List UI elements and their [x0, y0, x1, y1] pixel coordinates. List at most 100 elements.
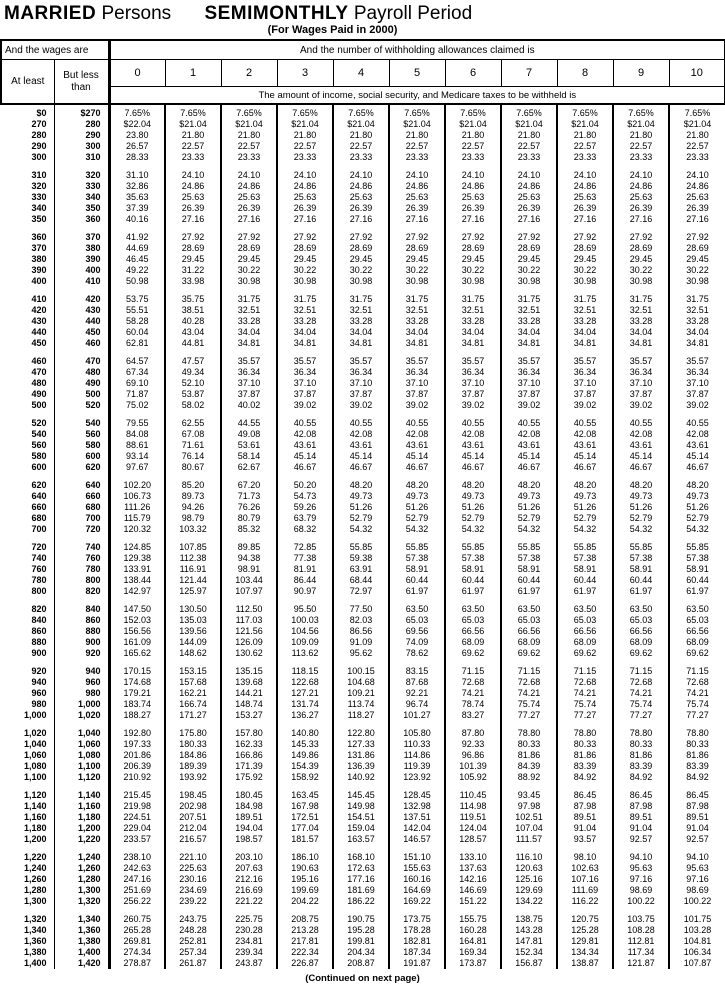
tax-amount-cell: 63.50 [501, 604, 559, 615]
tax-amount-cell: 112.38 [165, 553, 223, 564]
tax-amount-cell: 62.67 [221, 462, 279, 473]
tax-amount-cell: 69.10 [109, 378, 167, 389]
but-less-than-cell: 1,100 [54, 761, 111, 772]
tax-amount-cell: 77.50 [333, 604, 391, 615]
tax-amount-cell: 204.22 [277, 896, 335, 907]
tax-amount-cell: 207.63 [221, 863, 279, 874]
tax-amount-cell: 83.27 [445, 710, 503, 721]
tax-amount-cell: 181.69 [333, 885, 391, 896]
tax-amount-cell: 198.57 [221, 834, 279, 845]
at-least-cell: 1,180 [1, 823, 55, 834]
tax-amount-cell: 34.04 [277, 327, 335, 338]
at-least-cell: 1,100 [1, 772, 55, 783]
tax-amount-cell: 46.67 [333, 462, 391, 473]
at-least-cell: 1,380 [1, 947, 55, 958]
tax-amount-cell: 95.62 [333, 648, 391, 659]
tax-amount-cell: 84.92 [557, 772, 615, 783]
tax-amount-cell: 39.02 [333, 400, 391, 411]
tax-amount-cell: 22.57 [445, 141, 503, 152]
tax-amount-cell: 128.45 [389, 790, 447, 801]
tax-amount-cell: 23.80 [109, 130, 167, 141]
tax-amount-cell: 63.79 [277, 513, 335, 524]
but-less-than-cell: 1,160 [54, 801, 111, 812]
tax-amount-cell: 26.39 [333, 203, 391, 214]
table-row: 940 960 174.68 157.68 139.68 122.68 104.68 87.6… [1, 677, 725, 688]
tax-amount-cell: 142.16 [445, 874, 503, 885]
tax-amount-cell: 27.16 [613, 214, 671, 225]
tax-amount-cell: 49.22 [109, 265, 167, 276]
tax-amount-cell: 24.86 [221, 181, 279, 192]
tax-amount-cell: 31.75 [613, 294, 671, 305]
tax-amount-cell: 42.08 [445, 429, 503, 440]
withholding-table: And the wages are And the number of with… [0, 39, 725, 969]
but-less-than-cell: 520 [54, 400, 111, 411]
tax-amount-cell: 21.80 [221, 130, 279, 141]
tax-amount-cell: 42.08 [557, 429, 615, 440]
tax-amount-cell: 7.65% [109, 108, 167, 119]
tax-amount-cell: 32.51 [501, 305, 559, 316]
tax-amount-cell: 33.28 [277, 316, 335, 327]
tax-amount-cell: 100.03 [277, 615, 335, 626]
table-row: 880 900 161.09 144.09 126.09 109.09 91.09 74.09… [1, 637, 725, 648]
tax-amount-cell: 189.39 [165, 761, 223, 772]
tax-amount-cell: 166.86 [221, 750, 279, 761]
tax-amount-cell: 22.57 [165, 141, 223, 152]
table-row: 380 390 46.45 29.45 29.45 29.45 29.45 29.45 29.4… [1, 254, 725, 265]
tax-amount-cell: 151.10 [389, 852, 447, 863]
tax-amount-cell: 142.04 [389, 823, 447, 834]
tax-amount-cell: 61.97 [445, 586, 503, 597]
tax-amount-cell: 173.75 [389, 914, 447, 925]
tax-amount-cell: 75.74 [686, 699, 709, 709]
but-less-than-cell: 1,120 [54, 772, 111, 783]
at-least-cell: 700 [1, 524, 55, 535]
tax-amount-cell: 30.22 [501, 265, 559, 276]
tax-amount-cell: 114.98 [445, 801, 503, 812]
but-less-than-cell: 1,260 [54, 863, 111, 874]
tax-amount-cell: 57.38 [613, 553, 671, 564]
tax-amount-cell: 23.33 [501, 152, 559, 163]
tax-amount-cell: 208.75 [277, 914, 335, 925]
tax-amount-cell: 40.16 [109, 214, 167, 225]
tax-amount-cell: 32.51 [445, 305, 503, 316]
tax-amount-cell: 39.02 [389, 400, 447, 411]
table-row: 500 520 75.02 58.02 40.02 39.02 39.02 39.02 39.0… [1, 400, 725, 411]
table-row: 490 500 71.87 53.87 37.87 37.87 37.87 37.87 37.8… [1, 389, 725, 400]
tax-amount-cell: 28.69 [165, 243, 223, 254]
tax-amount-cell: 189.51 [221, 812, 279, 823]
tax-amount-cell: 104.56 [277, 626, 335, 637]
tax-amount-cell: 65.03 [557, 615, 615, 626]
but-less-than-cell: 1,140 [54, 790, 111, 801]
tax-amount-cell: 48.20 [686, 480, 709, 490]
but-less-than-cell: 900 [54, 637, 111, 648]
tax-amount-cell: 83.39 [557, 761, 615, 772]
tax-amount-cell: 33.28 [445, 316, 503, 327]
tax-amount-cell: 136.39 [333, 761, 391, 772]
tax-amount-cell: 37.87 [445, 389, 503, 400]
table-row: 480 490 69.10 52.10 37.10 37.10 37.10 37.10 37.1… [1, 378, 725, 389]
at-least-cell: 1,120 [1, 790, 55, 801]
but-less-than-cell: 800 [54, 575, 111, 586]
tax-amount-cell: 27.16 [333, 214, 391, 225]
tax-amount-cell: 177.04 [277, 823, 335, 834]
table-row: 1,380 1,400 274.34 257.34 239.34 222.34 204.34… [1, 947, 725, 958]
table-row: 1,180 1,200 229.04 212.04 194.04 177.04 159.04… [1, 823, 725, 834]
tax-amount-cell: 26.39 [445, 203, 503, 214]
but-less-than-cell: $270 [54, 108, 111, 119]
at-least-cell: 370 [1, 243, 55, 254]
tax-amount-cell: 34.81 [333, 338, 391, 349]
tax-amount-cell: $22.04 [109, 119, 167, 130]
tax-amount-cell: 21.80 [557, 130, 615, 141]
tax-amount-cell: 81.86 [501, 750, 559, 761]
tax-amount-cell: 145.33 [277, 739, 335, 750]
tax-amount-cell: 22.57 [221, 141, 279, 152]
tax-amount-cell: 39.02 [501, 400, 559, 411]
tax-amount-cell: 89.85 [221, 542, 279, 553]
table-row: 1,040 1,060 197.33 180.33 162.33 145.33 127.33… [1, 739, 725, 750]
but-less-than-cell: 640 [54, 480, 111, 491]
tax-amount-cell: 106.73 [109, 491, 167, 502]
tax-amount-cell: 278.87 [109, 958, 167, 969]
table-row: 1,280 1,300 251.69 234.69 216.69 199.69 181.69… [1, 885, 725, 896]
tax-amount-cell: 31.75 [445, 294, 503, 305]
tax-amount-cell: 26.39 [165, 203, 223, 214]
group-spacer-row [1, 659, 725, 666]
